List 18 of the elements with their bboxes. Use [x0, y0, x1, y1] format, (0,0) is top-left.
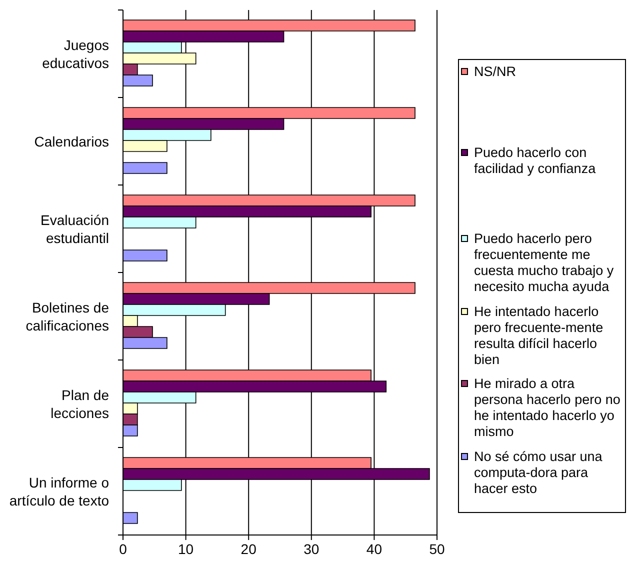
legend-label: Puedo hacerlo pero frecuentemente me cuesta mucho trabajo y necesito mucha ayuda	[474, 231, 615, 295]
legend-label: NS/NR	[474, 64, 518, 80]
x-tick-label: 10	[178, 540, 194, 557]
y-tick-label: Juegos educativos	[42, 36, 109, 71]
y-tick-label: Plan de lecciones	[50, 386, 110, 421]
legend-label: He intentado hacerlo pero frecuente-mente resulta difícil hacerlo bien	[474, 304, 604, 368]
legend-label: He mirado a otra persona hacerlo pero no he intentado hacerlo yo mismo	[474, 376, 622, 440]
x-tick-label: 0	[119, 540, 128, 557]
legend-label: Puedo hacerlo con facilidad y confianza	[474, 145, 597, 177]
y-tick-label: Evaluación estudiantil	[40, 212, 109, 246]
legend-label: No sé cómo usar una computa-dora para hacer esto	[474, 449, 604, 497]
y-tick-label: Boletines de calificaciones	[26, 299, 110, 334]
y-tick-label: Calendarios	[34, 133, 109, 150]
x-tick-label: 20	[240, 540, 257, 557]
y-tick-label: Un informe o artículo de texto	[9, 474, 110, 508]
x-tick-label: 40	[366, 540, 382, 557]
x-tick-label: 30	[304, 540, 320, 557]
x-tick-label: 50	[429, 540, 445, 557]
